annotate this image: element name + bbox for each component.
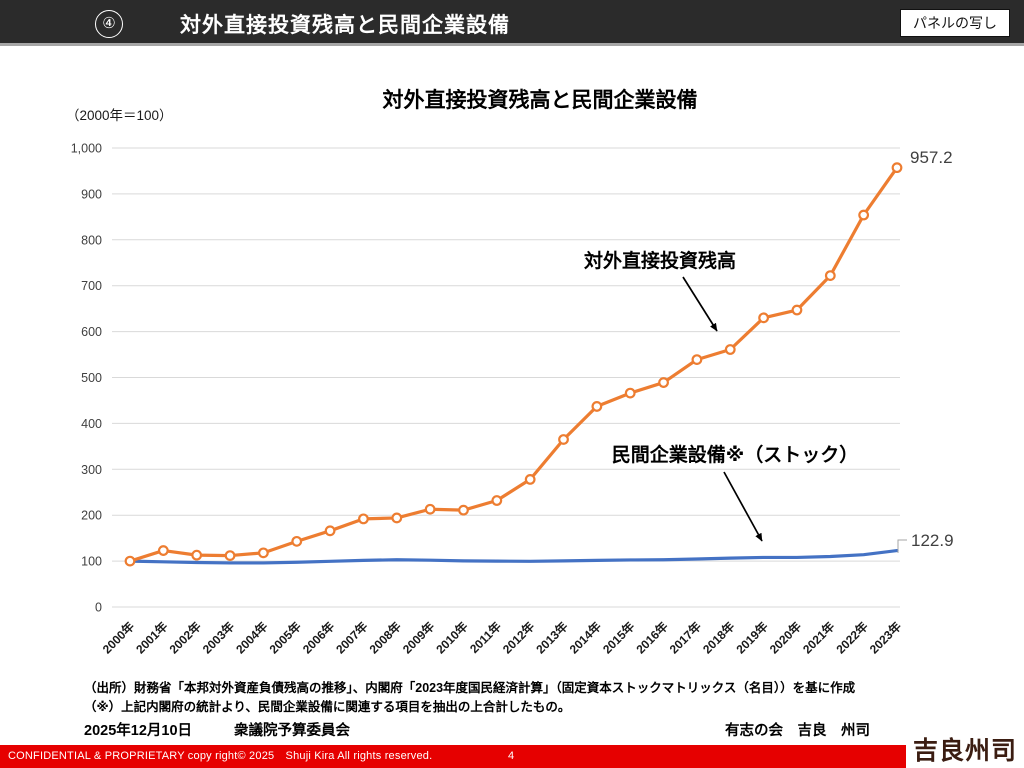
svg-text:2015年: 2015年 [599,619,637,657]
svg-text:300: 300 [81,463,102,477]
svg-text:700: 700 [81,279,102,293]
footer-row: 2025年12月10日 衆議院予算委員会 有志の会 吉良 州司 [84,719,870,740]
svg-text:2013年: 2013年 [533,619,571,657]
svg-text:400: 400 [81,417,102,431]
series-1 [128,548,899,565]
svg-text:2012年: 2012年 [499,619,537,657]
svg-text:2001年: 2001年 [132,619,170,657]
footer-event: 衆議院予算委員会 [234,723,351,739]
x-axis-labels: 2000年2001年2002年2003年2004年2005年2006年2007年… [99,619,904,657]
svg-text:900: 900 [81,187,102,201]
svg-text:2003年: 2003年 [199,619,237,657]
slide-number-badge: ④ [95,10,123,38]
svg-text:2014年: 2014年 [566,619,604,657]
svg-text:2019年: 2019年 [733,619,771,657]
svg-text:0: 0 [95,601,102,615]
source-note-line2: （※）上記内閣府の統計より、民間企業設備に関連する項目を抽出の上合計したもの。 [84,699,571,714]
svg-text:2020年: 2020年 [766,619,804,657]
svg-text:2006年: 2006年 [299,619,337,657]
svg-text:2002年: 2002年 [166,619,204,657]
data-labels: 957.2 122.9 [897,148,954,553]
panel-copy-button[interactable]: パネルの写し [900,9,1010,37]
svg-text:2007年: 2007年 [333,619,371,657]
confidential-bar: CONFIDENTIAL & PROPRIETARY copy right© 2… [0,745,906,768]
svg-text:2022年: 2022年 [833,619,871,657]
svg-text:122.9: 122.9 [911,531,954,550]
svg-text:1,000: 1,000 [71,142,102,156]
footer-date: 2025年12月10日 [84,723,193,739]
svg-text:100: 100 [81,555,102,569]
svg-text:500: 500 [81,371,102,385]
header-title: 対外直接投資残高と民間企業設備 [180,14,510,37]
series-0 [124,162,903,567]
chart-title: 対外直接投資残高と民間企業設備 [382,89,698,112]
svg-text:対外直接投資残高: 対外直接投資残高 [583,249,736,272]
source-notes: （出所）財務省「本邦対外資産負債残高の推移」、内閣府「2023年度国民経済計算」… [84,679,964,717]
page-number: 4 [508,750,515,762]
svg-text:200: 200 [81,509,102,523]
confidential-text: CONFIDENTIAL & PROPRIETARY copy right© 2… [8,750,433,762]
svg-text:2018年: 2018年 [699,619,737,657]
svg-text:2021年: 2021年 [799,619,837,657]
svg-text:2011年: 2011年 [466,619,504,657]
gridlines [112,147,900,608]
svg-text:2005年: 2005年 [266,619,304,657]
svg-text:2008年: 2008年 [366,619,404,657]
y-axis-labels: 0 100 200 300 400 500 600 700 800 900 1,000 [71,142,102,615]
svg-text:2000年: 2000年 [99,619,137,657]
svg-text:600: 600 [81,325,102,339]
svg-text:2016年: 2016年 [633,619,671,657]
svg-text:2004年: 2004年 [233,619,271,657]
svg-text:957.2: 957.2 [910,148,953,167]
svg-text:2023年: 2023年 [866,619,904,657]
kira-shuji-logo: 吉良州司 [913,736,1018,765]
source-note-line1: （出所）財務省「本邦対外資産負債残高の推移」、内閣府「2023年度国民経済計算」… [84,681,856,695]
svg-text:2010年: 2010年 [433,619,471,657]
svg-text:2017年: 2017年 [666,619,704,657]
svg-text:800: 800 [81,233,102,247]
axis-unit-note: （2000年＝100） [66,108,173,123]
header-bar: ④ 対外直接投資残高と民間企業設備 パネルの写し [0,0,1024,46]
svg-text:民間企業設備※（ストック）: 民間企業設備※（ストック） [612,443,858,466]
svg-text:2009年: 2009年 [399,619,437,657]
footer-attribution: 有志の会 吉良 州司 [725,723,870,739]
